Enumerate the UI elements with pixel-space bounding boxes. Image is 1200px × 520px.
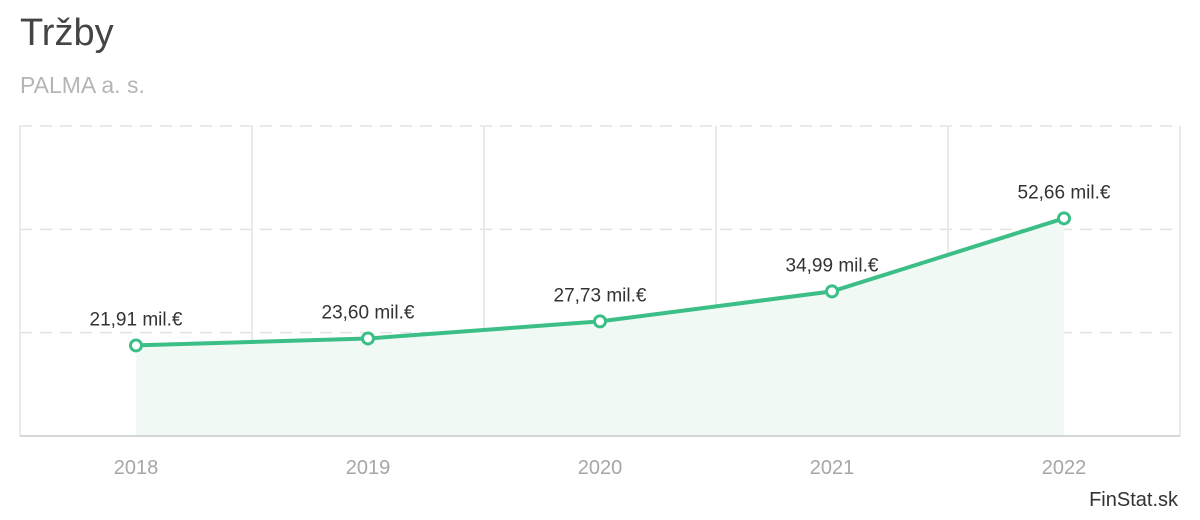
chart-subtitle: PALMA a. s. bbox=[20, 72, 145, 98]
data-point bbox=[593, 314, 607, 329]
data-label: 21,91 mil.€ bbox=[90, 309, 183, 330]
data-point bbox=[825, 284, 839, 299]
data-label: 34,99 mil.€ bbox=[786, 255, 879, 276]
x-axis-ticks: 2018 2019 2020 2021 2022 bbox=[114, 457, 1087, 479]
x-tick-label: 2021 bbox=[810, 457, 855, 479]
x-tick-label: 2018 bbox=[114, 457, 159, 479]
x-tick-label: 2022 bbox=[1042, 457, 1087, 479]
data-point bbox=[361, 331, 375, 346]
x-tick-label: 2019 bbox=[346, 457, 391, 479]
data-label: 27,73 mil.€ bbox=[554, 285, 647, 306]
data-labels: 21,91 mil.€ 23,60 mil.€ 27,73 mil.€ 34,99 m… bbox=[90, 182, 1111, 330]
data-label: 52,66 mil.€ bbox=[1018, 182, 1111, 203]
x-tick-label: 2020 bbox=[578, 457, 623, 479]
data-label: 23,60 mil.€ bbox=[322, 302, 415, 323]
source-credit[interactable]: FinStat.sk bbox=[1089, 489, 1178, 511]
data-point bbox=[1057, 211, 1071, 226]
chart-title: Tržby bbox=[20, 12, 114, 54]
data-point bbox=[129, 338, 143, 353]
data-points bbox=[129, 211, 1071, 353]
